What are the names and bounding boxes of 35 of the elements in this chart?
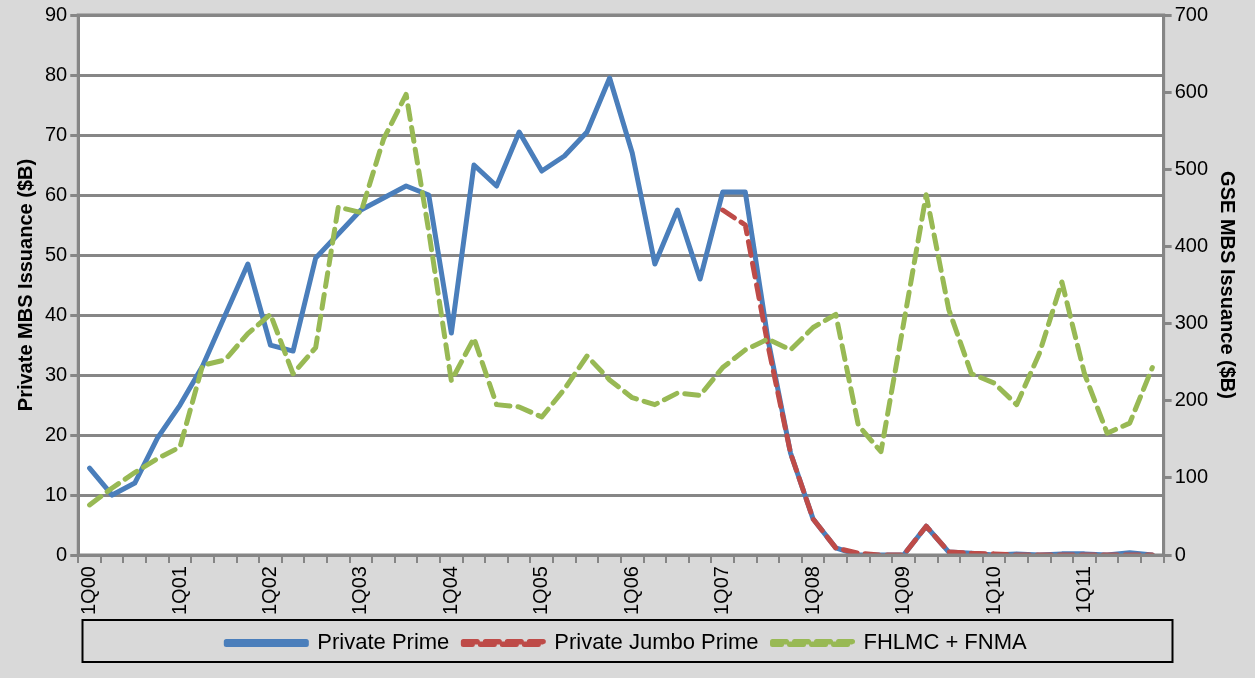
legend-label: FHLMC + FNMA	[863, 629, 1028, 655]
y-tick-label: 30	[45, 362, 68, 385]
y-tick-label: 40	[45, 302, 68, 325]
y-tick-label: 50	[45, 242, 68, 265]
y-tick-label: 20	[45, 422, 68, 445]
y2-tick-label: 200	[1174, 388, 1209, 411]
y-tick-label: 10	[45, 482, 68, 505]
x-tick-label: 1Q06	[619, 566, 642, 616]
y2-tick-label: 600	[1174, 79, 1209, 102]
x-tick-label: 1Q03	[348, 566, 371, 616]
x-tick-label: 1Q04	[438, 566, 461, 616]
x-tick-label: 1Q08	[800, 566, 823, 616]
y2-tick-label: 0	[1174, 542, 1186, 565]
legend-label: Private Jumbo Prime	[554, 629, 759, 655]
y-tick-label: 80	[45, 62, 68, 85]
y-tick-label: 90	[45, 2, 68, 25]
x-tick-label: 1Q00	[77, 566, 100, 616]
y2-tick-label: 700	[1174, 2, 1209, 25]
y-axis-title: Private MBS Issuance ($B)	[13, 158, 36, 412]
x-tick-label: 1Q11	[1072, 566, 1094, 614]
x-tick-label: 1Q05	[529, 566, 552, 616]
x-tick-label: 1Q02	[257, 566, 280, 616]
y-tick-label: 0	[56, 542, 68, 565]
y2-tick-label: 500	[1174, 156, 1209, 179]
legend-label: Private Prime	[317, 629, 450, 655]
x-tick-label: 1Q01	[167, 566, 190, 616]
x-tick-label: 1Q09	[891, 566, 914, 616]
x-tick-label: 1Q10	[981, 566, 1004, 616]
y-tick-label: 60	[45, 182, 68, 205]
x-tick-label: 1Q07	[710, 566, 733, 616]
y-tick-label: 70	[45, 122, 68, 145]
y2-tick-label: 300	[1174, 311, 1209, 334]
y2-axis-title: GSE MBS Issuance ($B)	[1217, 171, 1240, 399]
y2-tick-label: 400	[1174, 233, 1209, 256]
y2-tick-label: 100	[1174, 465, 1209, 488]
